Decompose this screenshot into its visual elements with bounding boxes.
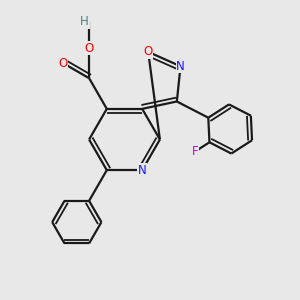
Text: O: O [85,42,94,55]
Text: N: N [176,60,185,73]
Text: H: H [80,15,89,28]
Text: O: O [144,45,153,58]
Text: O: O [58,57,68,70]
Text: N: N [138,164,147,177]
Text: F: F [192,145,199,158]
